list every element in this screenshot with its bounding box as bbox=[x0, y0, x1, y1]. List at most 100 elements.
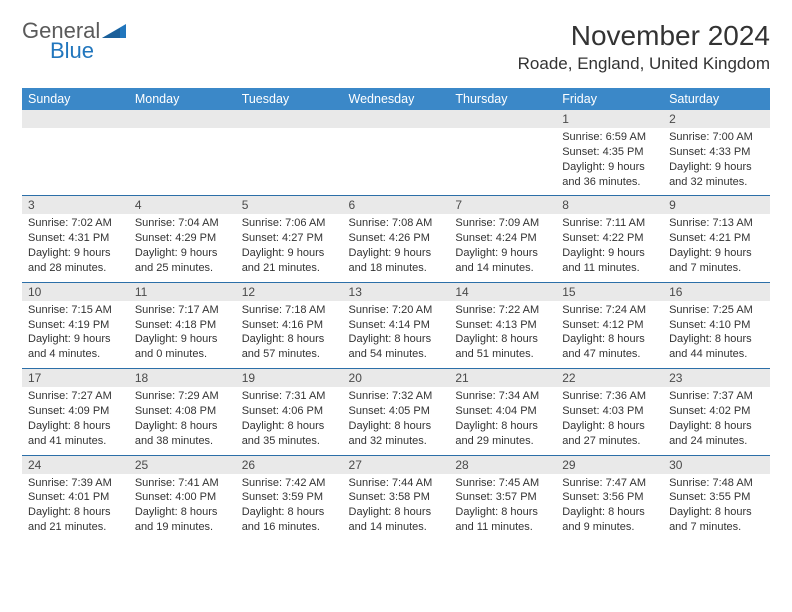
day-number-cell: 18 bbox=[129, 369, 236, 388]
day-info-cell: Sunrise: 7:06 AMSunset: 4:27 PMDaylight:… bbox=[236, 214, 343, 282]
daylight-line: Daylight: 8 hours and 11 minutes. bbox=[455, 506, 538, 533]
day-info-cell: Sunrise: 7:22 AMSunset: 4:13 PMDaylight:… bbox=[449, 301, 556, 369]
sunset-line: Sunset: 4:10 PM bbox=[669, 319, 750, 331]
sunrise-line: Sunrise: 7:48 AM bbox=[669, 477, 753, 489]
sunset-line: Sunset: 4:06 PM bbox=[242, 405, 323, 417]
daylight-line: Daylight: 8 hours and 19 minutes. bbox=[135, 506, 218, 533]
day-info-cell: Sunrise: 7:44 AMSunset: 3:58 PMDaylight:… bbox=[343, 474, 450, 541]
day-info-cell: Sunrise: 7:24 AMSunset: 4:12 PMDaylight:… bbox=[556, 301, 663, 369]
day-info-cell: Sunrise: 7:11 AMSunset: 4:22 PMDaylight:… bbox=[556, 214, 663, 282]
sunrise-line: Sunrise: 7:45 AM bbox=[455, 477, 539, 489]
daylight-line: Daylight: 8 hours and 14 minutes. bbox=[349, 506, 432, 533]
sunset-line: Sunset: 4:27 PM bbox=[242, 232, 323, 244]
day-number-cell: 17 bbox=[22, 369, 129, 388]
day-number-cell: 22 bbox=[556, 369, 663, 388]
day-number-cell: 6 bbox=[343, 196, 450, 215]
day-number-cell: 3 bbox=[22, 196, 129, 215]
sunrise-line: Sunrise: 7:39 AM bbox=[28, 477, 112, 489]
sunset-line: Sunset: 4:24 PM bbox=[455, 232, 536, 244]
sunset-line: Sunset: 4:33 PM bbox=[669, 146, 750, 158]
day-info-cell bbox=[129, 128, 236, 196]
sunset-line: Sunset: 4:02 PM bbox=[669, 405, 750, 417]
sunset-line: Sunset: 4:09 PM bbox=[28, 405, 109, 417]
sunrise-line: Sunrise: 7:25 AM bbox=[669, 304, 753, 316]
daylight-line: Daylight: 8 hours and 35 minutes. bbox=[242, 420, 325, 447]
sunset-line: Sunset: 4:22 PM bbox=[562, 232, 643, 244]
day-number-cell: 11 bbox=[129, 282, 236, 301]
day-number-cell: 10 bbox=[22, 282, 129, 301]
weekday-header: Saturday bbox=[663, 88, 770, 110]
day-number-row: 3456789 bbox=[22, 196, 770, 215]
sunset-line: Sunset: 4:00 PM bbox=[135, 491, 216, 503]
day-number-cell: 16 bbox=[663, 282, 770, 301]
day-info-cell: Sunrise: 7:31 AMSunset: 4:06 PMDaylight:… bbox=[236, 387, 343, 455]
day-number-cell: 30 bbox=[663, 455, 770, 474]
header: General Blue November 2024 Roade, Englan… bbox=[22, 20, 770, 74]
sunset-line: Sunset: 4:21 PM bbox=[669, 232, 750, 244]
day-info-row: Sunrise: 7:39 AMSunset: 4:01 PMDaylight:… bbox=[22, 474, 770, 541]
sunset-line: Sunset: 4:19 PM bbox=[28, 319, 109, 331]
day-number-cell: 28 bbox=[449, 455, 556, 474]
sunrise-line: Sunrise: 7:42 AM bbox=[242, 477, 326, 489]
sunrise-line: Sunrise: 7:00 AM bbox=[669, 131, 753, 143]
daylight-line: Daylight: 8 hours and 27 minutes. bbox=[562, 420, 645, 447]
daylight-line: Daylight: 8 hours and 54 minutes. bbox=[349, 333, 432, 360]
sunset-line: Sunset: 4:04 PM bbox=[455, 405, 536, 417]
day-number-cell bbox=[236, 110, 343, 128]
weekday-header: Tuesday bbox=[236, 88, 343, 110]
day-number-cell bbox=[129, 110, 236, 128]
weekday-header: Wednesday bbox=[343, 88, 450, 110]
day-number-cell: 20 bbox=[343, 369, 450, 388]
sunset-line: Sunset: 4:16 PM bbox=[242, 319, 323, 331]
sunset-line: Sunset: 3:57 PM bbox=[455, 491, 536, 503]
day-info-cell: Sunrise: 7:25 AMSunset: 4:10 PMDaylight:… bbox=[663, 301, 770, 369]
day-info-cell bbox=[449, 128, 556, 196]
sunrise-line: Sunrise: 7:02 AM bbox=[28, 217, 112, 229]
day-number-cell: 23 bbox=[663, 369, 770, 388]
month-title: November 2024 bbox=[518, 20, 770, 52]
day-number-cell: 19 bbox=[236, 369, 343, 388]
daylight-line: Daylight: 9 hours and 32 minutes. bbox=[669, 161, 752, 188]
sunrise-line: Sunrise: 7:47 AM bbox=[562, 477, 646, 489]
sunset-line: Sunset: 3:59 PM bbox=[242, 491, 323, 503]
sunrise-line: Sunrise: 7:11 AM bbox=[562, 217, 645, 229]
daylight-line: Daylight: 9 hours and 7 minutes. bbox=[669, 247, 752, 274]
sunrise-line: Sunrise: 7:04 AM bbox=[135, 217, 219, 229]
sunset-line: Sunset: 4:14 PM bbox=[349, 319, 430, 331]
sunrise-line: Sunrise: 7:29 AM bbox=[135, 390, 219, 402]
day-info-cell: Sunrise: 7:45 AM Sunset: 3:57 PM Daylight:… bbox=[449, 474, 556, 541]
daylight-line: Daylight: 8 hours and 57 minutes. bbox=[242, 333, 325, 360]
sunset-line: Sunset: 4:31 PM bbox=[28, 232, 109, 244]
sunset-line: Sunset: 4:05 PM bbox=[349, 405, 430, 417]
day-number-cell: 2 bbox=[663, 110, 770, 128]
day-number-cell bbox=[343, 110, 450, 128]
title-block: November 2024 Roade, England, United Kin… bbox=[518, 20, 770, 74]
sunrise-line: Sunrise: 7:27 AM bbox=[28, 390, 112, 402]
day-number-cell: 1 bbox=[556, 110, 663, 128]
daylight-line: Daylight: 8 hours and 21 minutes. bbox=[28, 506, 111, 533]
calendar-head: SundayMondayTuesdayWednesdayThursdayFrid… bbox=[22, 88, 770, 110]
calendar-page: General Blue November 2024 Roade, Englan… bbox=[0, 0, 792, 561]
day-number-cell: 15 bbox=[556, 282, 663, 301]
day-number-cell: 27 bbox=[343, 455, 450, 474]
weekday-header: Friday bbox=[556, 88, 663, 110]
sunset-line: Sunset: 4:35 PM bbox=[562, 146, 643, 158]
weekday-header: Sunday bbox=[22, 88, 129, 110]
day-info-cell: Sunrise: 7:41 AMSunset: 4:00 PMDaylight:… bbox=[129, 474, 236, 541]
location: Roade, England, United Kingdom bbox=[518, 54, 770, 74]
day-info-cell bbox=[236, 128, 343, 196]
sunrise-line: Sunrise: 7:06 AM bbox=[242, 217, 326, 229]
day-info-cell bbox=[22, 128, 129, 196]
day-info-cell: Sunrise: 7:39 AMSunset: 4:01 PMDaylight:… bbox=[22, 474, 129, 541]
daylight-line: Daylight: 8 hours and 7 minutes. bbox=[669, 506, 752, 533]
sunrise-line: Sunrise: 7:22 AM bbox=[455, 304, 539, 316]
sunrise-line: Sunrise: 7:32 AM bbox=[349, 390, 433, 402]
daylight-line: Daylight: 9 hours and 18 minutes. bbox=[349, 247, 432, 274]
day-info-cell: Sunrise: 7:36 AMSunset: 4:03 PMDaylight:… bbox=[556, 387, 663, 455]
calendar-body: 12Sunrise: 6:59 AMSunset: 4:35 PMDayligh… bbox=[22, 110, 770, 541]
day-number-cell: 14 bbox=[449, 282, 556, 301]
day-number-cell: 5 bbox=[236, 196, 343, 215]
day-number-cell: 24 bbox=[22, 455, 129, 474]
day-info-row: Sunrise: 6:59 AMSunset: 4:35 PMDaylight:… bbox=[22, 128, 770, 196]
day-info-cell: Sunrise: 7:34 AMSunset: 4:04 PMDaylight:… bbox=[449, 387, 556, 455]
